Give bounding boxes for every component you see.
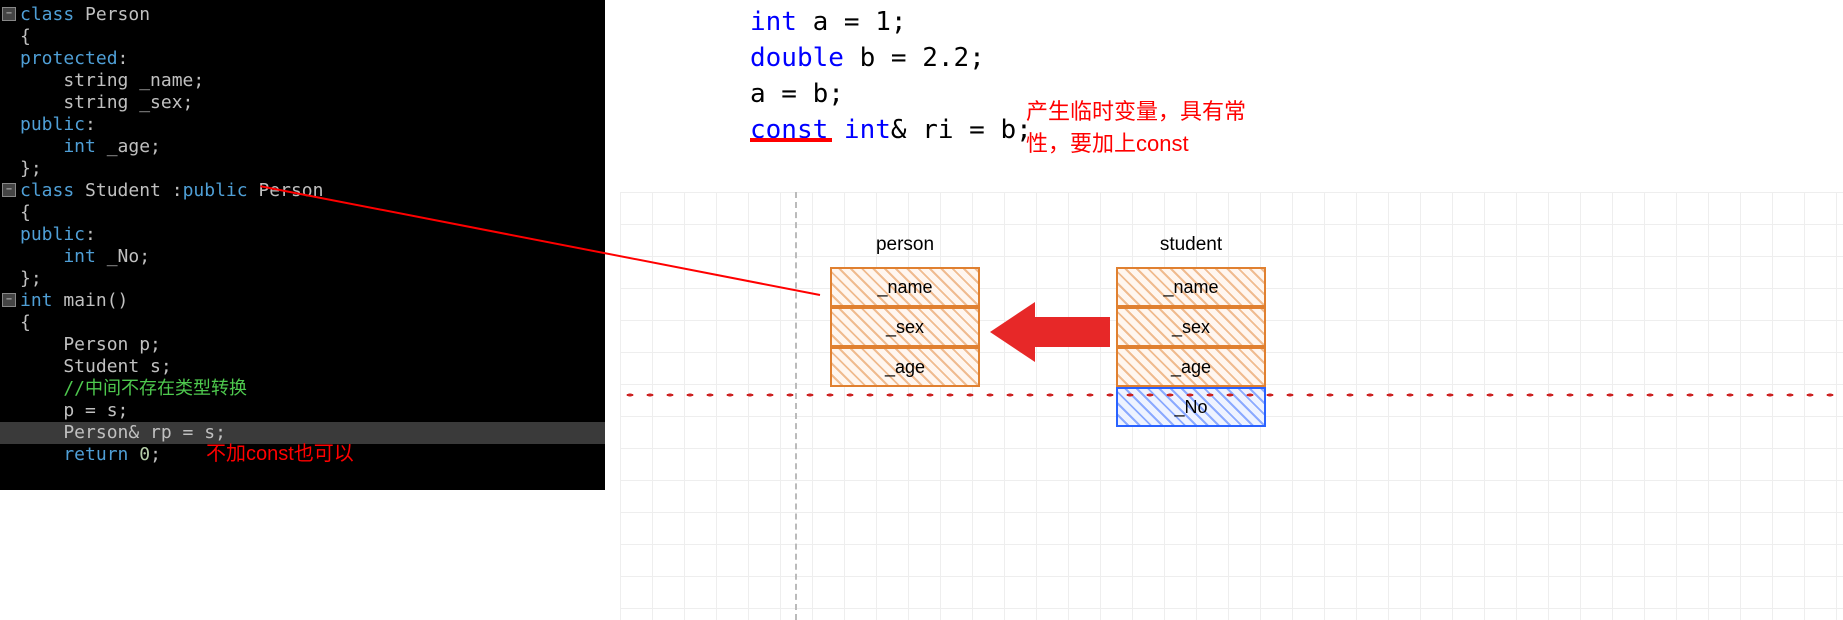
member-cell-age: _age: [830, 347, 980, 387]
fold-icon[interactable]: −: [2, 7, 16, 21]
code-token: _No;: [107, 246, 150, 267]
snippet-l3: a = b;: [750, 76, 1032, 112]
label-student: student: [1116, 234, 1266, 256]
code-line: string _sex;: [0, 92, 605, 114]
member-cell-sex: _sex: [1116, 307, 1266, 347]
code-token: class: [20, 180, 85, 201]
code-token: {: [20, 312, 31, 333]
right-panel: int a = 1; double b = 2.2; a = b; const …: [620, 0, 1843, 620]
kw-int2: int: [844, 115, 891, 145]
code-line: int _No;: [0, 246, 605, 268]
snippet-l1b: a = 1;: [797, 7, 907, 37]
code-line: //中间不存在类型转换: [0, 378, 605, 400]
vertical-divider: [795, 192, 797, 620]
code-token: {: [20, 26, 31, 47]
code-line: Student s;: [0, 356, 605, 378]
code-token: public: [20, 224, 85, 245]
code-token: :: [172, 180, 183, 201]
code-token: //中间不存在类型转换: [20, 378, 247, 399]
code-token: p = s;: [20, 400, 128, 421]
arrow-icon: [990, 297, 1110, 367]
code-line: {: [0, 312, 605, 334]
dotted-separator: [620, 391, 1843, 399]
code-line: −int main(): [0, 290, 605, 312]
code-line: string _name;: [0, 70, 605, 92]
code-token: return: [20, 444, 139, 465]
member-cell-sex: _sex: [830, 307, 980, 347]
code-token: int: [20, 246, 107, 267]
code-line: public:: [0, 114, 605, 136]
code-token: Person: [85, 4, 150, 25]
code-line: Person p;: [0, 334, 605, 356]
code-token: main(): [63, 290, 128, 311]
fold-icon[interactable]: −: [2, 293, 16, 307]
code-line: p = s;: [0, 400, 605, 422]
code-token: Student: [85, 180, 172, 201]
member-cell-name: _name: [830, 267, 980, 307]
code-token: int: [20, 290, 63, 311]
snippet-l2b: b = 2.2;: [844, 43, 985, 73]
code-line: };: [0, 158, 605, 180]
code-token: 0: [139, 444, 150, 465]
code-token: public: [20, 114, 85, 135]
code-line: {: [0, 202, 605, 224]
code-token: Student s;: [20, 356, 172, 377]
code-token: :: [118, 48, 129, 69]
code-snippet: int a = 1; double b = 2.2; a = b; const …: [750, 4, 1032, 148]
code-token: Person& rp = s;: [20, 422, 226, 443]
code-token: string _sex;: [20, 92, 193, 113]
code-token: protected: [20, 48, 118, 69]
kw-int: int: [750, 7, 797, 37]
code-token: ;: [150, 444, 161, 465]
code-token: int: [20, 136, 107, 157]
code-token: :: [85, 224, 96, 245]
code-token: Person p;: [20, 334, 161, 355]
code-token: {: [20, 202, 31, 223]
code-token: public: [183, 180, 259, 201]
annotation-no-const: 不加const也可以: [206, 437, 354, 466]
diagram-canvas: person student _name_sex_age _name_sex_a…: [620, 192, 1843, 620]
code-token: };: [20, 158, 42, 179]
member-cell-age: _age: [1116, 347, 1266, 387]
const-underline: [750, 138, 832, 142]
kw-double: double: [750, 43, 844, 73]
code-line: −class Student :public Person: [0, 180, 605, 202]
code-token: };: [20, 268, 42, 289]
snippet-l4c: & ri = b;: [891, 115, 1032, 145]
code-token: string _name;: [20, 70, 204, 91]
code-token: _age;: [107, 136, 161, 157]
member-cell-name: _name: [1116, 267, 1266, 307]
code-line: int _age;: [0, 136, 605, 158]
code-line: protected:: [0, 48, 605, 70]
code-line: };: [0, 268, 605, 290]
annotation-temp-var: 产生临时变量，具有常性，要加上const: [1026, 96, 1286, 160]
label-person: person: [830, 234, 980, 256]
code-line: {: [0, 26, 605, 48]
fold-icon[interactable]: −: [2, 183, 16, 197]
code-editor: −class Person{protected: string _name; s…: [0, 0, 605, 490]
code-line: −class Person: [0, 4, 605, 26]
code-token: :: [85, 114, 96, 135]
code-token: class: [20, 4, 85, 25]
